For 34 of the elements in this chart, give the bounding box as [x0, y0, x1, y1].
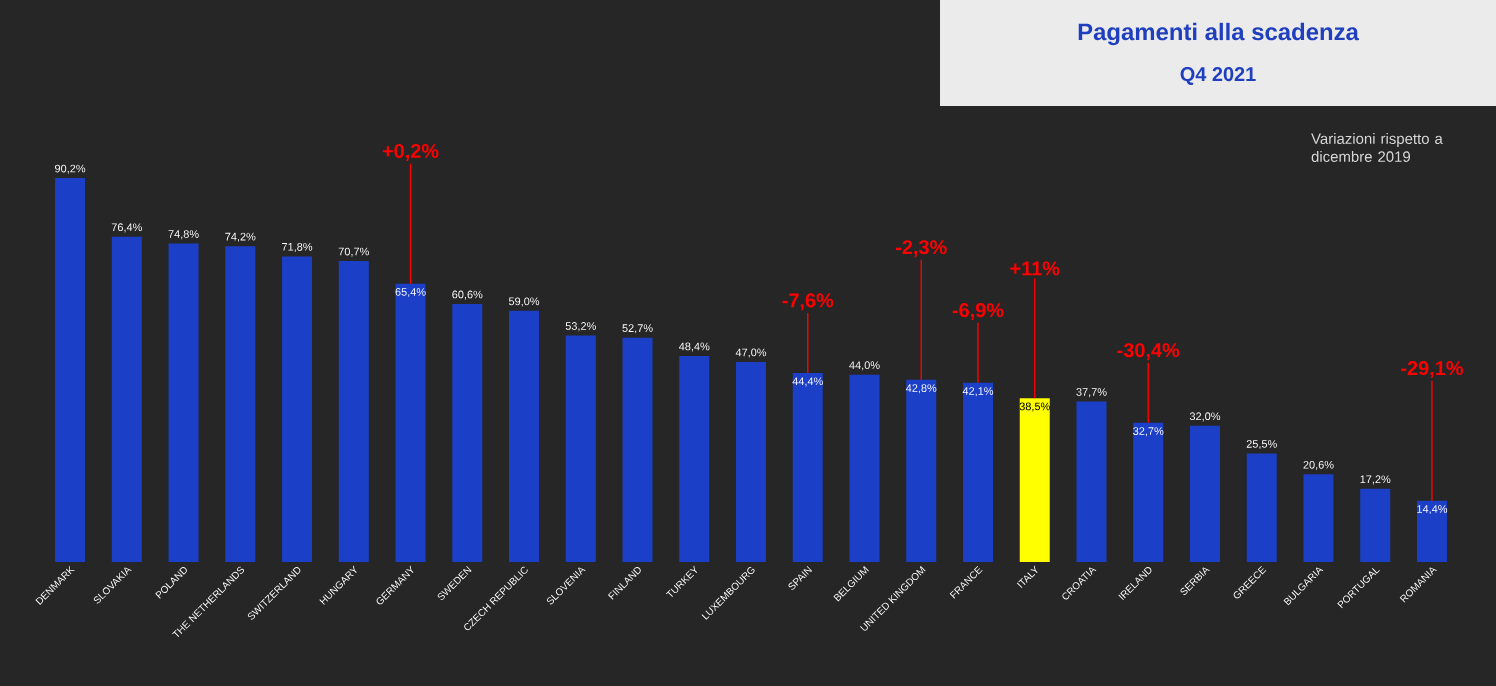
bar: [452, 304, 483, 562]
bar: [1133, 422, 1164, 562]
bar: [679, 355, 710, 562]
annotation: +0,2%: [382, 143, 439, 161]
bar: [1303, 474, 1334, 562]
annotation: -6,9%: [952, 303, 1004, 321]
bar: [1019, 398, 1050, 562]
bar: [1189, 425, 1220, 562]
annotation: -30,4%: [1117, 343, 1180, 361]
bar: [1416, 500, 1447, 562]
annotation: -29,1%: [1401, 361, 1463, 379]
bar: [849, 374, 880, 562]
annotation: -2,3%: [896, 240, 947, 258]
bar: [736, 361, 767, 562]
bar: [962, 382, 993, 562]
bar: [1076, 401, 1107, 562]
bar: [111, 236, 142, 562]
bar: [906, 379, 937, 562]
bar: [225, 246, 256, 562]
annotation: +11%: [1010, 261, 1060, 276]
bar: [338, 261, 369, 562]
chart-title: Pagamenti alla scadenza: [1078, 22, 1359, 46]
bar: [1360, 488, 1391, 562]
bar: [395, 283, 426, 562]
annotation: -7,6%: [782, 293, 834, 311]
bar: [1246, 453, 1277, 562]
chart-subtitle: Q4 2021: [1180, 67, 1256, 85]
bar: [509, 310, 540, 562]
bar: [168, 243, 199, 562]
bar: [565, 335, 596, 562]
bar: [622, 337, 653, 562]
bar: [792, 373, 823, 562]
bar: [282, 256, 313, 562]
bar: [55, 178, 86, 562]
